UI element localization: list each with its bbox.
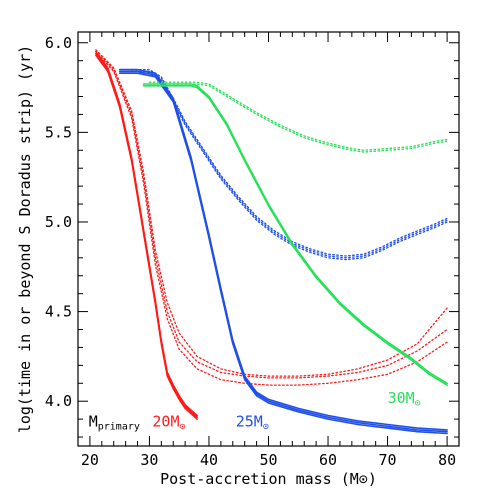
- y-tick-label: 4.0: [45, 392, 72, 410]
- x-tick-label: 30: [140, 451, 158, 469]
- series-red-dotted-line: [95, 49, 448, 377]
- series-red-solid-line: [95, 50, 198, 417]
- plot-frame: [77, 31, 460, 447]
- x-tick-label: 50: [259, 451, 277, 469]
- series-green-solid-line: [142, 85, 448, 386]
- y-axis-title: log(time in or beyond S Doradus strip) (…: [16, 45, 34, 433]
- x-tick-label: 60: [319, 451, 337, 469]
- annotation-20msun-text: 20M: [152, 412, 179, 430]
- series-blue-dotted-line: [130, 70, 448, 259]
- annotation-m-primary-subscript: primary: [98, 421, 140, 432]
- series-blue-solid-line: [118, 72, 448, 435]
- series-blue-dotted-line: [130, 68, 448, 257]
- series-green-dotted-line: [148, 83, 448, 153]
- annotation-30msun-text: 30M: [388, 389, 415, 407]
- series-green-dotted-line: [148, 81, 448, 151]
- x-axis-title: Post-accretion mass (M⊙): [160, 470, 377, 488]
- y-tick-label: 5.5: [45, 123, 72, 141]
- annotation-30msun-sun: ⊙: [415, 398, 421, 409]
- series-red-dotted-line: [95, 51, 448, 386]
- y-tick-label: 5.0: [45, 213, 72, 231]
- x-tick-label: 70: [379, 451, 397, 469]
- y-tick-label: 6.0: [45, 34, 72, 52]
- annotation-30msun: 30M⊙: [388, 389, 421, 409]
- annotation-20msun: 20M⊙: [152, 412, 185, 432]
- annotation-20msun-sun: ⊙: [180, 421, 186, 432]
- x-tick-label: 80: [438, 451, 456, 469]
- series-red-dotted-line: [95, 49, 448, 379]
- ticks-layer: 20 30 40 50 60 70 80 4.0 4.5 5.0 5.5 6.0: [45, 32, 460, 469]
- annotation-25msun-text: 25M: [236, 412, 263, 430]
- x-tick-label: 40: [200, 451, 218, 469]
- series-red-solid-line: [95, 52, 198, 419]
- series-red-solid-line: [95, 54, 198, 420]
- y-tick-label: 4.5: [45, 303, 72, 321]
- annotation-m-primary: Mprimary: [89, 412, 140, 432]
- annotation-m-primary-main: M: [89, 412, 98, 430]
- annotation-25msun-sun: ⊙: [263, 421, 269, 432]
- annotation-25msun: 25M⊙: [236, 412, 269, 432]
- x-tick-label: 20: [81, 451, 99, 469]
- series-layer: [95, 49, 448, 435]
- series-blue-dotted-line: [130, 72, 448, 261]
